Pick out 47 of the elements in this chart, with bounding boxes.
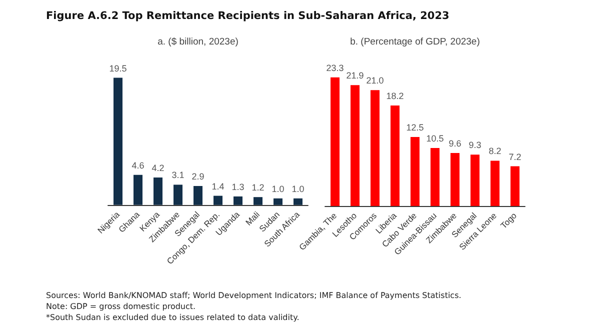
bar (450, 153, 460, 206)
bar (234, 196, 242, 205)
bar (470, 154, 480, 206)
bar (214, 196, 222, 205)
bar (134, 174, 142, 205)
bar (174, 184, 182, 205)
data-label: 18.2 (386, 91, 404, 102)
bar (274, 198, 282, 205)
bar (254, 197, 262, 205)
bar (510, 166, 520, 206)
data-label: 12.5 (406, 122, 424, 132)
data-label: 3.1 (172, 170, 184, 180)
data-label: 21.0 (366, 76, 384, 86)
chart-subtitle: b. (Percentage of GDP, 2023e) (350, 36, 480, 48)
data-label: 9.6 (448, 138, 462, 149)
data-label: 1.0 (272, 184, 284, 194)
data-label: 10.5 (426, 134, 444, 144)
data-label: 1.3 (232, 182, 244, 192)
data-label: 7.2 (508, 152, 522, 162)
data-label: 19.5 (109, 63, 127, 74)
text: *South Sudan is excluded due to issues related to data validity. (46, 312, 300, 323)
data-label: 1.4 (212, 181, 224, 192)
data-label: 2.9 (192, 172, 204, 182)
bar (390, 106, 400, 206)
bar (350, 85, 360, 206)
bar (154, 178, 162, 205)
bar (194, 186, 202, 205)
bar (490, 160, 500, 206)
bar (114, 78, 122, 205)
data-label: 1.0 (292, 184, 304, 194)
data-label: 9.3 (468, 140, 482, 150)
chart-subtitle: a. ($ billion, 2023e) (158, 36, 238, 48)
x-tick-label: Togo (498, 210, 519, 231)
bar (294, 198, 302, 205)
bar (430, 148, 440, 206)
source-note: Sources: World Bank/KNOMAD staff; World Development Indicators; IMF Balance of Payments Statistics. (46, 290, 462, 301)
bar (370, 90, 380, 206)
text: Note: GDP = gross domestic product. (46, 301, 197, 312)
bar (410, 137, 420, 206)
data-label: 21.9 (346, 70, 364, 81)
data-label: 4.2 (152, 163, 164, 174)
data-label: 23.3 (326, 62, 344, 73)
bar (330, 77, 340, 206)
chart-title: Figure A.6.2 Top Remittance Recipients in Sub-Saharan Africa, 2023 (46, 10, 450, 22)
data-label: 8.2 (488, 146, 502, 156)
data-label: 4.6 (132, 160, 144, 170)
data-label: 1.2 (252, 182, 264, 193)
